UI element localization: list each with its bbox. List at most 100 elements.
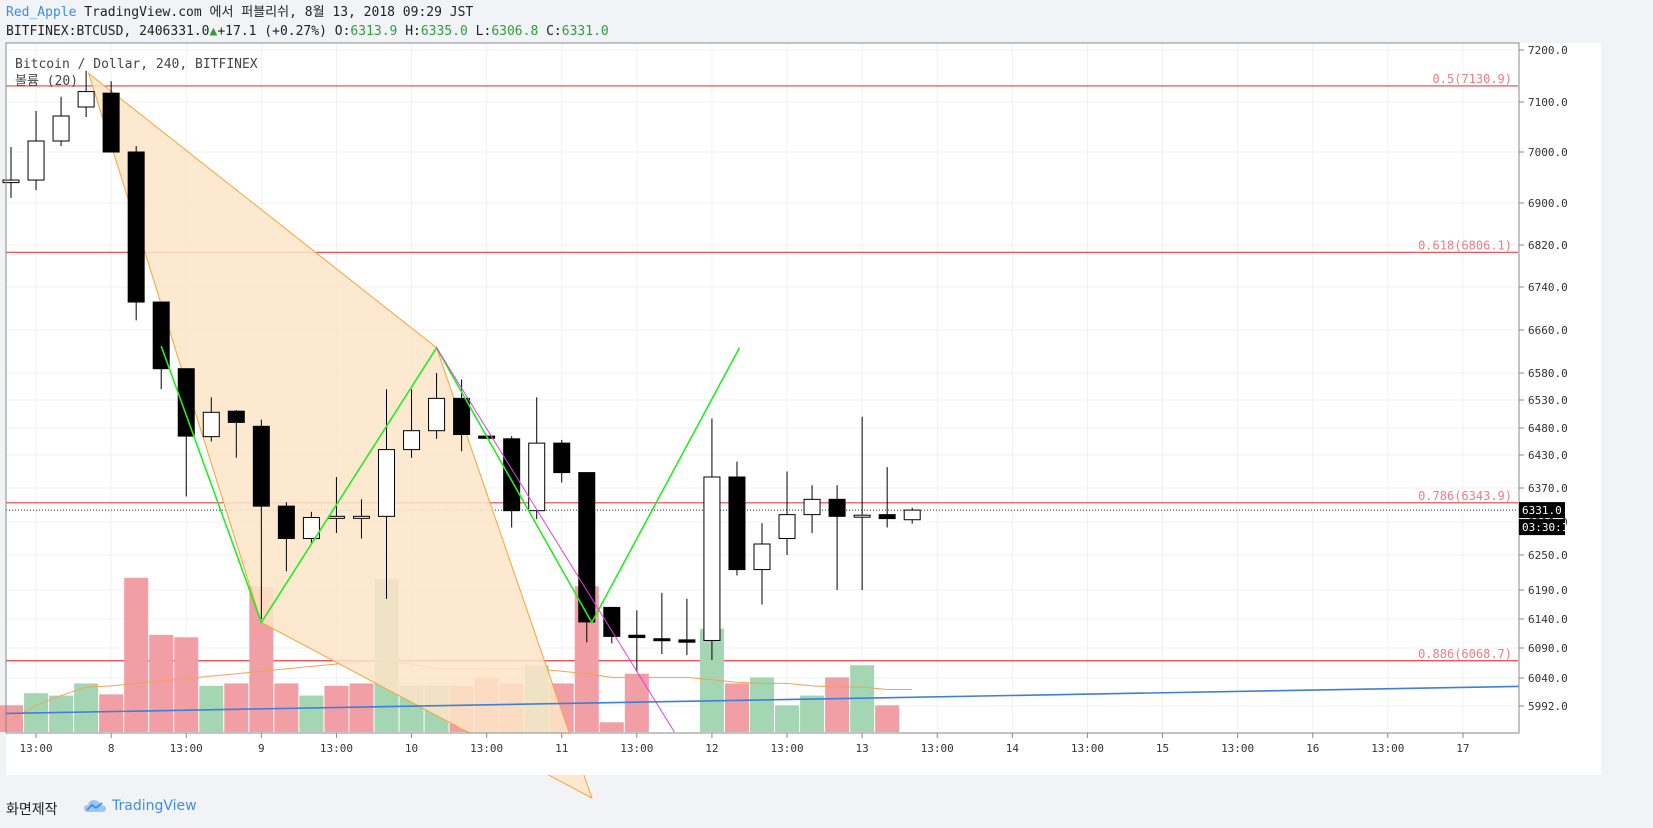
y-tick-label: 6040.0 [1528,672,1568,685]
y-tick-label: 5992.0 [1528,700,1568,713]
time-axis-background [6,733,1519,775]
candle-down [503,438,521,512]
up-triangle-icon: ▲ [209,24,218,39]
cloud-icon [84,800,106,812]
candle-down [227,410,245,423]
y-tick-label: 6370.0 [1528,482,1568,495]
fib-label: 0.786(6343.9) [1418,489,1512,503]
x-tick-label: 13:00 [1071,742,1104,755]
x-tick-label: 13:00 [470,742,503,755]
legend-volume-indicator: 볼륨 (20) [15,74,78,89]
candle-down [553,442,571,474]
plot-border [5,42,1520,734]
x-tick-label: 9 [258,742,265,755]
volume-bar [875,705,900,732]
chart-header-ohlc: BITFINEX:BTCUSD, 2406331.0▲+17.1 (+0.27%… [6,24,609,40]
y-tick-label: 6430.0 [1528,449,1568,462]
y-tick-label: 6820.0 [1528,239,1568,252]
fib-label: 0.5(7130.9) [1433,72,1512,86]
countdown-tag [1519,519,1565,536]
y-tick-label: 7000.0 [1528,146,1568,159]
candle-up [803,498,821,516]
candle-up [778,514,796,540]
chart-header-publish: Red_Apple TradingView.com 에서 퍼블리쉬, 8월 13… [6,5,473,21]
low-label: L: [475,24,492,39]
candle-down [678,639,696,643]
close-label: C: [546,24,562,39]
volume-bar [599,722,624,732]
x-tick-label: 12 [705,742,718,755]
y-tick-label: 6580.0 [1528,367,1568,380]
y-tick-label: 7100.0 [1528,96,1568,109]
x-tick-label: 14 [1006,742,1020,755]
y-tick-label: 6250.0 [1528,549,1568,562]
volume-bar [149,634,174,732]
candle-down [653,638,671,642]
x-tick-label: 15 [1156,742,1169,755]
candle-down [277,505,295,539]
candle-down [152,301,170,370]
interval-label: 240 [139,24,163,39]
y-tick-label: 6900.0 [1528,197,1568,210]
candle-down [728,476,746,571]
candle-up [327,515,345,519]
volume-bar [49,695,74,732]
candle-up [302,516,320,540]
candle-up [403,430,421,451]
high-value: 6335.0 [420,24,468,39]
volume-bar [74,683,99,732]
volume-bar [99,694,124,732]
x-tick-label: 11 [555,742,568,755]
candle-down [828,498,846,517]
candle-down [102,92,120,153]
x-tick-label: 16 [1306,742,1319,755]
symbol-label: BITFINEX:BTCUSD, [6,24,132,39]
volume-bar [324,685,349,732]
candle-down [453,397,471,435]
candle-down [878,514,896,520]
y-tick-label: 6740.0 [1528,281,1568,294]
low-value: 6306.8 [491,24,539,39]
high-label: H: [405,24,421,39]
x-tick-label: 13:00 [1371,742,1404,755]
footer-label: 화면제작 [6,802,58,818]
volume-bar [775,705,800,732]
volume-bar [224,683,249,732]
x-tick-label: 13:00 [770,742,803,755]
open-label: O: [334,24,351,39]
tradingview-logo[interactable]: TradingView [84,798,197,814]
x-tick-label: 13:00 [1221,742,1254,755]
candle-down [177,368,195,437]
candle-down [127,151,145,303]
candle-up [378,449,396,517]
y-tick-label: 6660.0 [1528,324,1568,337]
x-tick-label: 8 [108,742,115,755]
x-tick-label: 13:00 [320,742,353,755]
x-tick-label: 13:00 [620,742,653,755]
volume-bar [825,677,850,732]
pattern-lines[interactable] [5,345,1599,733]
y-tick-label: 6140.0 [1528,613,1568,626]
x-tick-label: 13:00 [19,742,52,755]
username-link[interactable]: Red_Apple [6,5,77,20]
candle-up [428,397,446,432]
last-price-tag [1519,502,1565,519]
candle-up [352,515,370,519]
candle-down [252,425,270,507]
y-tick-label: 6530.0 [1528,394,1568,407]
price-axis-background [1519,43,1601,775]
fib-label: 0.886(6068.7) [1418,647,1512,661]
publish-info: TradingView.com 에서 퍼블리쉬, 8월 13, 2018 09:… [84,5,474,20]
x-tick-label: 10 [405,742,418,755]
candle-up [2,179,20,184]
candle-up [703,476,721,641]
y-tick-label: 6090.0 [1528,642,1568,655]
y-tick-label: 7200.0 [1528,44,1568,57]
volume-bar [800,695,825,732]
tradingview-brand: TradingView [112,798,197,814]
x-tick-label: 17 [1456,742,1469,755]
candle-up [903,509,921,521]
last-price: 6331.0 [162,24,210,39]
volume-bar [299,695,324,732]
